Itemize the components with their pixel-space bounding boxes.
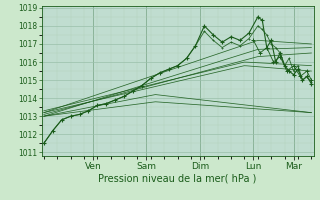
X-axis label: Pression niveau de la mer( hPa ): Pression niveau de la mer( hPa ) [99,173,257,183]
